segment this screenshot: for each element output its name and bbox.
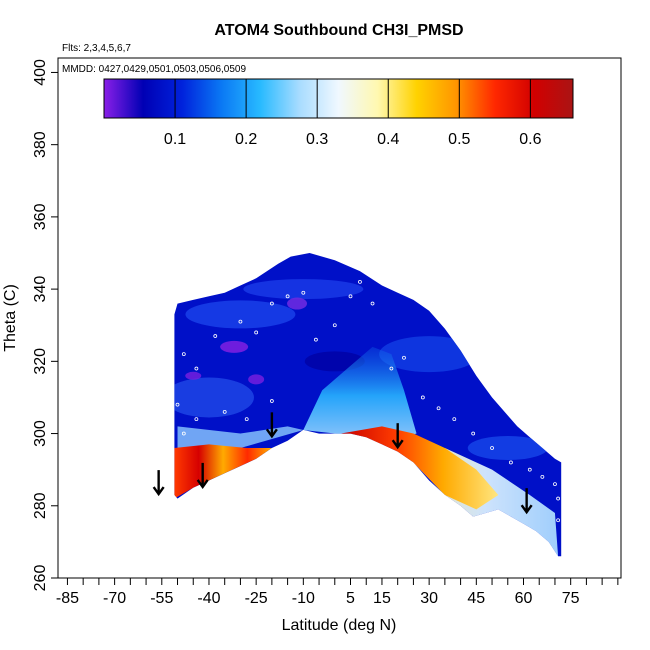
x-tick-label: -40 [197, 590, 220, 607]
y-tick-label: 260 [32, 565, 49, 592]
sample-point [269, 301, 274, 306]
dates-label: MMDD: 0427,0429,0501,0503,0506,0509 [62, 64, 246, 75]
sample-point [402, 355, 406, 360]
x-tick-label: 60 [515, 590, 533, 607]
sample-point [389, 366, 394, 371]
x-tick-label: -25 [245, 590, 268, 607]
colorbar-tick-label: 0.4 [377, 131, 399, 148]
x-tick-label: 15 [373, 590, 391, 607]
sample-point [181, 431, 186, 436]
sample-point [556, 496, 560, 501]
sample-point [452, 417, 457, 422]
y-tick-label: 360 [32, 203, 49, 230]
sample-point [213, 334, 218, 338]
colorbar-tick-label: 0.2 [235, 131, 257, 148]
y-tick-label: 320 [32, 348, 49, 375]
plot-frame [57, 57, 622, 579]
flight-arrow [265, 412, 278, 439]
sample-point [556, 518, 560, 523]
colorbar-tick-label: 0.5 [448, 131, 470, 148]
x-axis-label: Latitude (deg N) [282, 617, 397, 634]
sample-point [527, 467, 532, 472]
blue-patch [243, 279, 364, 300]
sample-point [269, 399, 274, 403]
x-tick-label: 75 [562, 590, 580, 607]
y-tick-label: 300 [32, 420, 49, 447]
x-tick-label: -55 [150, 590, 173, 607]
light-blue-plume [303, 346, 417, 445]
flight-arrow [196, 462, 209, 489]
sample-point [471, 431, 476, 436]
sample-point [420, 395, 425, 400]
y-tick-label: 280 [32, 492, 49, 519]
x-axis: -85 -70 -55 -40 -25 -10 5 15 30 45 60 75 [56, 578, 619, 607]
x-tick-label: 5 [346, 590, 355, 607]
y-axis-label: Theta (C) [2, 284, 19, 352]
sample-point [358, 279, 362, 284]
blue-patch [379, 336, 480, 373]
flight-arrows [152, 412, 533, 515]
sample-point [254, 330, 259, 335]
flight-arrow [520, 488, 533, 515]
sample-point [194, 366, 199, 371]
colorbar-tick-label: 0.3 [306, 131, 328, 148]
y-tick-label: 340 [32, 276, 49, 303]
y-tick-label: 380 [32, 131, 49, 158]
colorbar: 0.1 0.2 0.3 0.4 0.5 0.6 [103, 78, 574, 148]
x-tick-label: -70 [103, 590, 126, 607]
sample-point [175, 402, 180, 407]
purple-patch [220, 340, 249, 353]
sample-point [301, 290, 306, 295]
x-tick-label: -85 [56, 590, 79, 607]
sample-point [238, 319, 243, 324]
sample-point [314, 337, 318, 342]
blue-patch [467, 436, 548, 460]
y-axis: 260 280 300 320 340 360 380 400 [32, 59, 58, 591]
purple-patch [287, 297, 308, 310]
colorbar-tick-label: 0.1 [164, 131, 186, 148]
dark-patch [304, 351, 365, 372]
sample-point [222, 409, 227, 414]
flights-label: Flts: 2,3,4,5,6,7 [62, 43, 131, 54]
flight-arrow [391, 423, 404, 450]
south-maximum [174, 444, 272, 499]
purple-patch [248, 374, 265, 385]
flight-arrow [152, 470, 165, 497]
sample-point [181, 352, 186, 357]
sample-point [436, 406, 441, 411]
sample-point [509, 460, 513, 465]
sample-point [540, 474, 545, 479]
sample-point [332, 323, 337, 328]
blue-patch [185, 300, 296, 329]
north-maximum [341, 426, 499, 510]
x-tick-label: 30 [420, 590, 438, 607]
y-tick-label: 400 [32, 59, 49, 86]
x-tick-label: -10 [292, 590, 315, 607]
blue-patch [174, 377, 254, 418]
sample-point [370, 301, 375, 306]
sample-point [285, 294, 290, 299]
colorbar-tick-label: 0.6 [519, 131, 541, 148]
sample-point [553, 482, 557, 487]
chart-title: ATOM4 Southbound CH3I_PMSD [214, 22, 463, 39]
sample-point [490, 446, 494, 450]
colorbar-gradient [103, 78, 574, 119]
x-tick-label: 45 [467, 590, 485, 607]
sample-point [244, 417, 249, 422]
purple-patch [185, 371, 202, 380]
sample-point [194, 417, 199, 422]
sample-point [348, 294, 353, 299]
